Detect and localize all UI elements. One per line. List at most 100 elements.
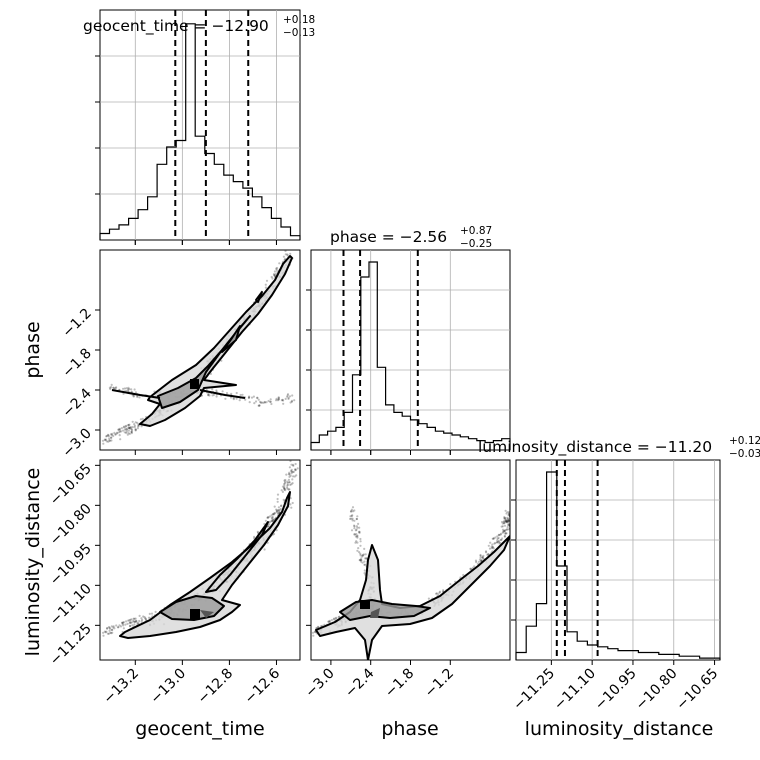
- sample-point: [264, 519, 267, 522]
- sample-point: [130, 430, 133, 433]
- sample-point: [361, 561, 364, 564]
- sample-point: [286, 393, 290, 396]
- sample-point: [286, 480, 289, 483]
- sample-point: [270, 402, 273, 406]
- sample-point: [292, 475, 295, 478]
- sample-point: [122, 387, 125, 390]
- sample-point: [130, 428, 133, 431]
- sample-point: [284, 397, 287, 400]
- y-tick-label: −2.4: [59, 385, 94, 420]
- sample-point: [492, 537, 495, 540]
- sample-point: [280, 399, 283, 402]
- sample-point: [140, 620, 143, 623]
- sample-point: [131, 420, 134, 423]
- sample-point: [500, 520, 504, 524]
- sample-point: [143, 616, 146, 619]
- sample-point: [507, 528, 510, 531]
- sample-point: [270, 519, 273, 523]
- sample-point: [120, 427, 123, 430]
- sample-point: [489, 541, 492, 544]
- histogram-geocent-time: [99, 23, 301, 240]
- sample-point: [351, 510, 355, 513]
- sample-point: [112, 386, 115, 389]
- xlabel-luminosity-distance: luminosity_distance: [525, 718, 714, 740]
- sample-point: [334, 617, 337, 620]
- sample-point: [259, 400, 262, 403]
- sample-point: [130, 618, 133, 621]
- sample-point: [109, 439, 112, 442]
- sample-point: [122, 426, 125, 429]
- sample-point: [278, 510, 281, 514]
- sample-point: [273, 532, 276, 536]
- sample-point: [353, 509, 356, 512]
- sample-point: [121, 621, 124, 624]
- sample-point: [292, 463, 295, 466]
- sample-point: [112, 434, 115, 438]
- sample-point: [283, 483, 286, 486]
- sample-point: [499, 533, 502, 536]
- sample-point: [286, 484, 289, 487]
- sample-point: [362, 553, 365, 556]
- title-geocent-time-minus: −0.13: [283, 27, 315, 39]
- sample-point: [291, 394, 294, 397]
- sample-point: [133, 623, 136, 626]
- sample-point: [288, 473, 291, 476]
- sample-point: [505, 512, 508, 515]
- sample-point: [353, 524, 356, 527]
- sample-point: [437, 593, 440, 596]
- sample-point: [498, 542, 501, 545]
- sample-point: [110, 628, 113, 632]
- sample-point: [283, 487, 286, 490]
- sample-point: [505, 519, 508, 522]
- sample-point: [269, 400, 272, 403]
- sample-point: [435, 592, 438, 595]
- sample-point: [504, 532, 507, 535]
- x-tick-label: −3.0: [302, 666, 337, 701]
- sample-point: [266, 516, 269, 519]
- sample-point: [289, 483, 292, 486]
- sample-point: [269, 398, 272, 401]
- sample-point: [270, 516, 274, 519]
- sample-point: [258, 404, 261, 407]
- sample-point: [474, 559, 478, 562]
- sample-point: [279, 507, 282, 511]
- sample-point: [355, 517, 358, 521]
- sample-point: [333, 617, 336, 620]
- sample-point: [506, 523, 510, 527]
- sample-point: [361, 554, 364, 557]
- sample-point: [509, 523, 510, 526]
- sample-point: [496, 541, 499, 544]
- sample-point: [154, 610, 157, 614]
- y-tick-label: −1.8: [59, 346, 94, 381]
- sample-point: [103, 630, 106, 633]
- sample-point: [349, 517, 352, 521]
- sample-point: [220, 359, 223, 362]
- sample-point: [511, 520, 513, 522]
- sample-point: [502, 520, 505, 523]
- sample-point: [127, 423, 130, 427]
- sample-point: [133, 388, 136, 391]
- sample-point: [284, 480, 287, 484]
- sample-point: [505, 520, 508, 524]
- sample-point: [107, 440, 110, 443]
- sample-point: [505, 528, 508, 531]
- sample-point: [136, 621, 139, 625]
- sample-point: [360, 559, 363, 562]
- sample-point: [350, 529, 354, 532]
- sample-point: [107, 435, 110, 438]
- sample-point: [273, 270, 276, 273]
- sample-point: [112, 386, 115, 389]
- sample-point: [232, 397, 235, 400]
- sample-point: [247, 396, 251, 399]
- sample-point: [107, 632, 110, 635]
- sample-point: [438, 590, 442, 593]
- sample-point: [275, 397, 278, 400]
- sample-point: [273, 274, 276, 277]
- sample-point: [134, 617, 137, 620]
- sample-point: [124, 427, 127, 430]
- sample-point: [273, 274, 276, 277]
- sample-point: [496, 541, 499, 544]
- sample-point: [506, 516, 509, 519]
- sample-point: [278, 509, 281, 512]
- panel-hist-geocent-time: [95, 9, 301, 245]
